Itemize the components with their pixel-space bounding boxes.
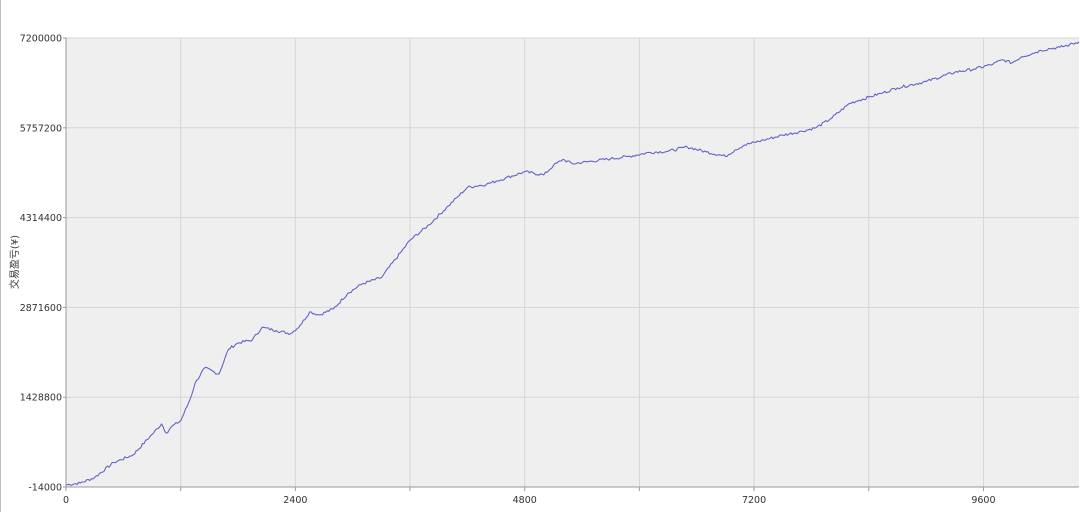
window-left-edge xyxy=(0,0,1,512)
x-tick-label: 2400 xyxy=(283,495,307,506)
y-tick-label: 2871600 xyxy=(20,303,62,314)
y-tick-label: 4314400 xyxy=(20,213,62,224)
series-line-0 xyxy=(65,41,1080,486)
y-axis-title: 交易盈亏(¥) xyxy=(8,235,21,289)
x-tick-label: 4800 xyxy=(513,495,537,506)
plot-area xyxy=(66,38,1079,487)
x-tick-label: 9600 xyxy=(971,495,995,506)
y-tick-label: 5757200 xyxy=(20,123,62,134)
tick-labels: 0 2400 4800 7200 9600 -14000 1428800 2871600 431… xyxy=(20,34,996,507)
y-tick-label: 7200000 xyxy=(20,34,62,45)
x-tick-label: 0 xyxy=(63,495,69,506)
series-layer xyxy=(65,41,1080,486)
x-tick-label: 7200 xyxy=(742,495,766,506)
y-tick-label: -14000 xyxy=(28,483,62,494)
axes xyxy=(63,37,1079,491)
y-tick-label: 1428800 xyxy=(20,393,62,404)
grid-lines xyxy=(65,37,1079,488)
